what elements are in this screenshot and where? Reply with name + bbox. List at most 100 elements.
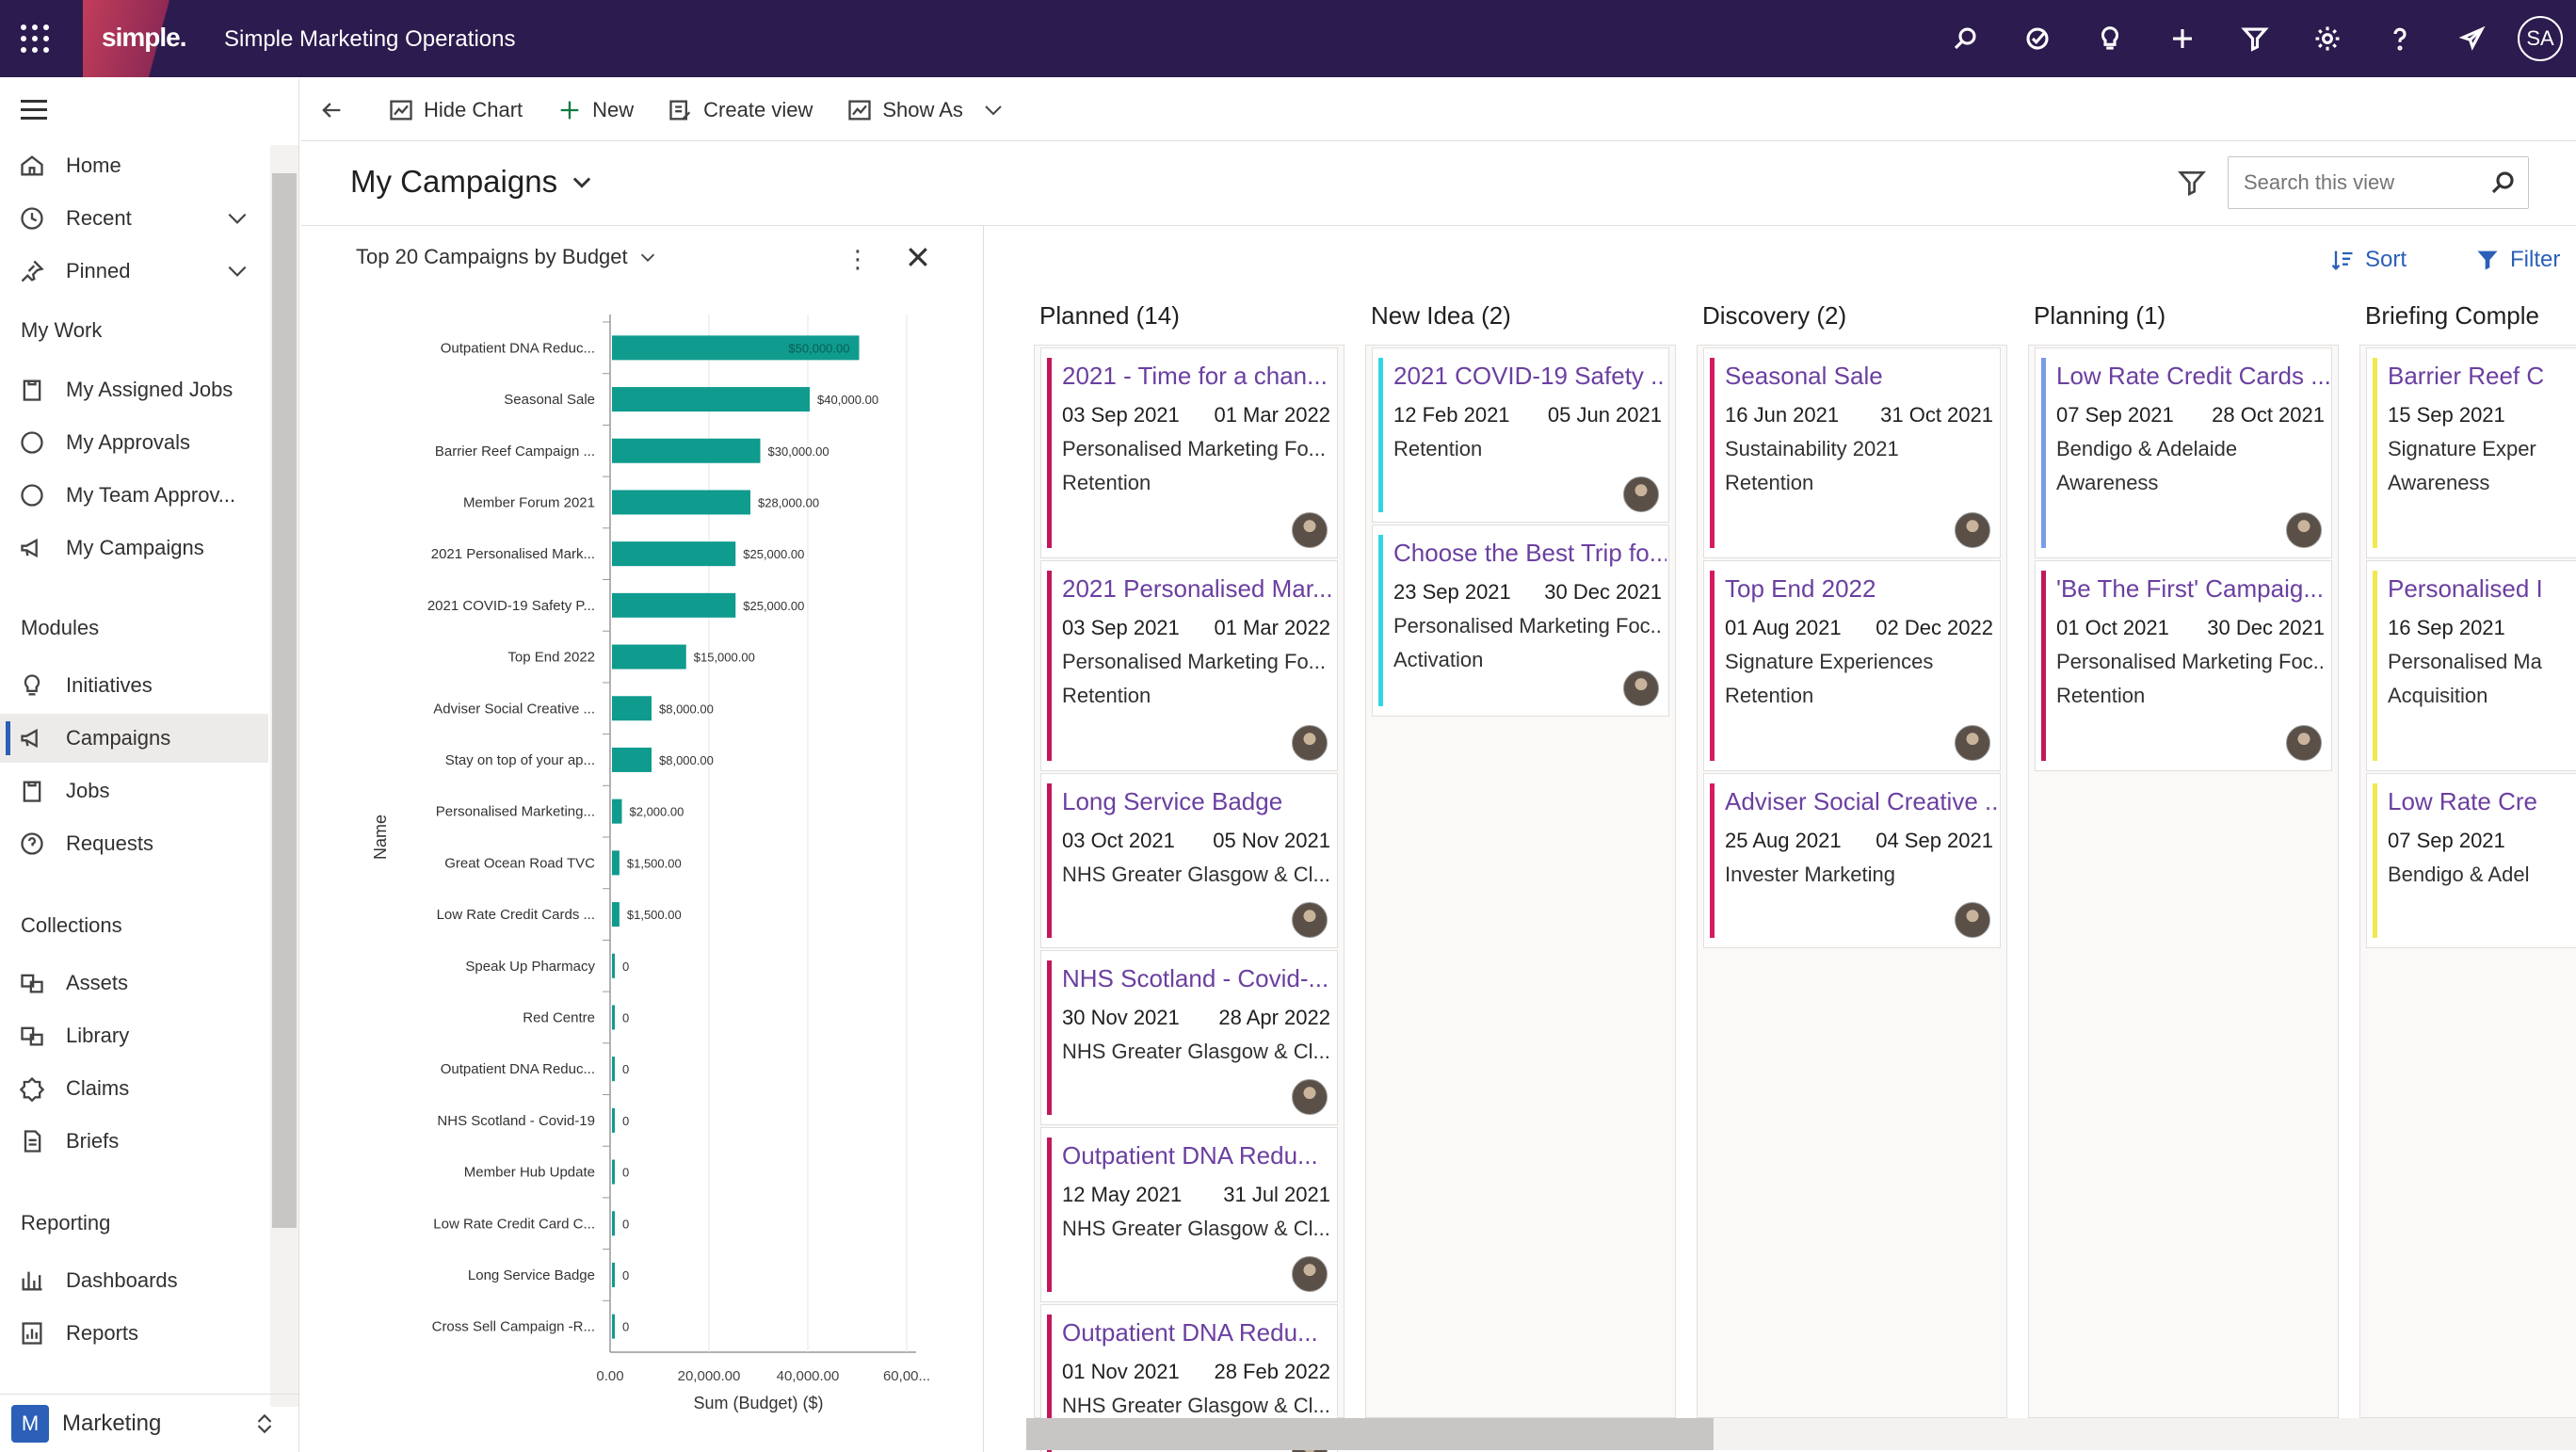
nav-pinned[interactable]: Pinned bbox=[0, 247, 268, 296]
nav-initiatives[interactable]: Initiatives bbox=[0, 661, 268, 710]
column-header[interactable]: Planning (1) bbox=[2034, 300, 2166, 330]
column-header[interactable]: New Idea (2) bbox=[1371, 300, 1511, 330]
owner-avatar[interactable] bbox=[1623, 670, 1659, 706]
nav-my-assigned-jobs[interactable]: My Assigned Jobs bbox=[0, 365, 268, 414]
owner-avatar[interactable] bbox=[1623, 476, 1659, 512]
nav-my-campaigns[interactable]: My Campaigns bbox=[0, 524, 268, 573]
nav-claims[interactable]: Claims bbox=[0, 1064, 268, 1113]
campaign-card[interactable]: Outpatient DNA Redu... 12 May 2021 31 Jul … bbox=[1040, 1127, 1338, 1302]
campaign-card[interactable]: Top End 2022 01 Aug 2021 02 Dec 2022 Signat… bbox=[1703, 560, 2001, 771]
card-title[interactable]: Choose the Best Trip fo... bbox=[1393, 539, 1666, 567]
card-title[interactable]: Long Service Badge bbox=[1062, 787, 1283, 815]
campaign-card[interactable]: 2021 - Time for a chan... 03 Sep 2021 01 M… bbox=[1040, 347, 1338, 558]
card-title[interactable]: Personalised I bbox=[2388, 574, 2543, 603]
card-start-date: 15 Sep 2021 bbox=[2388, 403, 2505, 427]
close-icon[interactable] bbox=[904, 243, 932, 271]
filter-icon[interactable] bbox=[2218, 0, 2291, 77]
nav-requests[interactable]: Requests bbox=[0, 819, 268, 868]
card-title[interactable]: Low Rate Credit Cards ... bbox=[2056, 362, 2329, 390]
card-title[interactable]: Outpatient DNA Redu... bbox=[1062, 1141, 1318, 1170]
card-title[interactable]: Barrier Reef C bbox=[2388, 362, 2545, 390]
column-header[interactable]: Discovery (2) bbox=[1702, 300, 1847, 330]
brand-logo[interactable]: simple. bbox=[83, 0, 205, 77]
owner-avatar[interactable] bbox=[1292, 512, 1328, 548]
owner-avatar[interactable] bbox=[1955, 902, 1990, 938]
nav-home[interactable]: Home bbox=[0, 141, 268, 190]
column-header[interactable]: Briefing Comple bbox=[2365, 300, 2539, 330]
chart-selector[interactable]: Top 20 Campaigns by Budget bbox=[356, 245, 658, 269]
back-button[interactable] bbox=[301, 79, 371, 141]
gear-icon[interactable] bbox=[2291, 0, 2363, 77]
view-selector[interactable]: My Campaigns bbox=[350, 164, 595, 200]
owner-avatar[interactable] bbox=[1292, 1079, 1328, 1115]
campaign-card[interactable]: 'Be The First' Campaig... 01 Oct 2021 30 D… bbox=[2035, 560, 2332, 771]
nav-campaigns[interactable]: Campaigns bbox=[0, 714, 268, 763]
campaign-card[interactable]: Barrier Reef C 15 Sep 2021 Signature Exper… bbox=[2366, 347, 2576, 558]
card-start-date: 23 Sep 2021 bbox=[1393, 580, 1511, 604]
search-icon[interactable] bbox=[1928, 0, 2001, 77]
hide-chart-button[interactable]: Hide Chart bbox=[371, 79, 539, 141]
owner-avatar[interactable] bbox=[1292, 1256, 1328, 1292]
owner-avatar[interactable] bbox=[1292, 725, 1328, 761]
owner-avatar[interactable] bbox=[2286, 512, 2322, 548]
card-title[interactable]: NHS Scotland - Covid-... bbox=[1062, 964, 1329, 992]
column-header[interactable]: Planned (14) bbox=[1039, 300, 1180, 330]
new-button[interactable]: New bbox=[539, 79, 651, 141]
filter-button[interactable]: Filter bbox=[2474, 247, 2576, 273]
campaign-card[interactable]: Choose the Best Trip fo... 23 Sep 2021 30 … bbox=[1372, 524, 1669, 717]
board-scroll-thumb[interactable] bbox=[1026, 1418, 1714, 1450]
chevron-down-icon[interactable] bbox=[225, 206, 250, 231]
search-icon[interactable] bbox=[2488, 169, 2517, 197]
card-title[interactable]: Outpatient DNA Redu... bbox=[1062, 1318, 1318, 1347]
sidebar-scroll-thumb[interactable] bbox=[272, 173, 297, 1228]
hamburger-menu-icon[interactable] bbox=[21, 100, 47, 121]
card-title[interactable]: Adviser Social Creative ... bbox=[1725, 787, 1998, 815]
card-title[interactable]: Low Rate Cre bbox=[2388, 787, 2537, 815]
campaign-card[interactable]: 2021 COVID-19 Safety ... 12 Feb 2021 05 Ju… bbox=[1372, 347, 1669, 523]
nav-assets[interactable]: Assets bbox=[0, 959, 268, 1008]
chevron-up-down-icon[interactable] bbox=[252, 1412, 277, 1436]
owner-avatar[interactable] bbox=[1955, 512, 1990, 548]
filter-icon[interactable] bbox=[2177, 168, 2207, 198]
card-title[interactable]: 2021 Personalised Mar... bbox=[1062, 574, 1333, 603]
owner-avatar[interactable] bbox=[1955, 725, 1990, 761]
nav-jobs[interactable]: Jobs bbox=[0, 766, 268, 815]
card-title[interactable]: Seasonal Sale bbox=[1725, 362, 1883, 390]
card-title[interactable]: 2021 COVID-19 Safety ... bbox=[1393, 362, 1666, 390]
lightbulb-icon[interactable] bbox=[2073, 0, 2146, 77]
nav-my-approvals[interactable]: My Approvals bbox=[0, 418, 268, 467]
show-as-button[interactable]: Show As bbox=[829, 79, 1031, 141]
nav-reports[interactable]: Reports bbox=[0, 1309, 268, 1358]
help-icon[interactable] bbox=[2363, 0, 2436, 77]
campaign-card[interactable]: Adviser Social Creative ... 25 Aug 2021 04… bbox=[1703, 773, 2001, 948]
card-title[interactable]: 2021 - Time for a chan... bbox=[1062, 362, 1328, 390]
nav-dashboards[interactable]: Dashboards bbox=[0, 1256, 268, 1305]
owner-avatar[interactable] bbox=[1292, 902, 1328, 938]
chevron-down-icon[interactable] bbox=[225, 259, 250, 283]
campaign-card[interactable]: Low Rate Cre 07 Sep 2021 Bendigo & Adel bbox=[2366, 773, 2576, 948]
campaign-card[interactable]: Personalised I 16 Sep 2021 Personalised Ma… bbox=[2366, 560, 2576, 771]
nav-my-team-approvals[interactable]: My Team Approv... bbox=[0, 471, 268, 520]
plus-icon[interactable] bbox=[2146, 0, 2218, 77]
campaign-card[interactable]: Low Rate Credit Cards ... 07 Sep 2021 28 O… bbox=[2035, 347, 2332, 558]
app-launcher-icon[interactable] bbox=[21, 24, 49, 53]
create-view-button[interactable]: Create view bbox=[651, 79, 829, 141]
campaign-card[interactable]: 2021 Personalised Mar... 03 Sep 2021 01 Ma… bbox=[1040, 560, 1338, 771]
nav-briefs[interactable]: Briefs bbox=[0, 1117, 268, 1166]
search-input[interactable] bbox=[2244, 170, 2470, 195]
app-title[interactable]: Simple Marketing Operations bbox=[224, 26, 516, 52]
sort-button[interactable]: Sort bbox=[2329, 247, 2440, 273]
campaign-card[interactable]: Seasonal Sale 16 Jun 2021 31 Oct 2021 Susta… bbox=[1703, 347, 2001, 558]
feedback-icon[interactable] bbox=[2436, 0, 2508, 77]
owner-avatar[interactable] bbox=[2286, 725, 2322, 761]
campaign-card[interactable]: NHS Scotland - Covid-... 30 Nov 2021 28 Ap… bbox=[1040, 950, 1338, 1125]
area-switcher[interactable]: M Marketing bbox=[0, 1394, 298, 1452]
campaign-card[interactable]: Long Service Badge 03 Oct 2021 05 Nov 2021… bbox=[1040, 773, 1338, 948]
nav-library[interactable]: Library bbox=[0, 1011, 268, 1060]
card-title[interactable]: 'Be The First' Campaig... bbox=[2056, 574, 2324, 603]
task-check-icon[interactable] bbox=[2001, 0, 2073, 77]
card-title[interactable]: Top End 2022 bbox=[1725, 574, 1876, 603]
user-avatar[interactable]: SA bbox=[2518, 16, 2563, 61]
more-options-icon[interactable]: ⋮ bbox=[845, 245, 870, 273]
nav-recent[interactable]: Recent bbox=[0, 194, 268, 243]
